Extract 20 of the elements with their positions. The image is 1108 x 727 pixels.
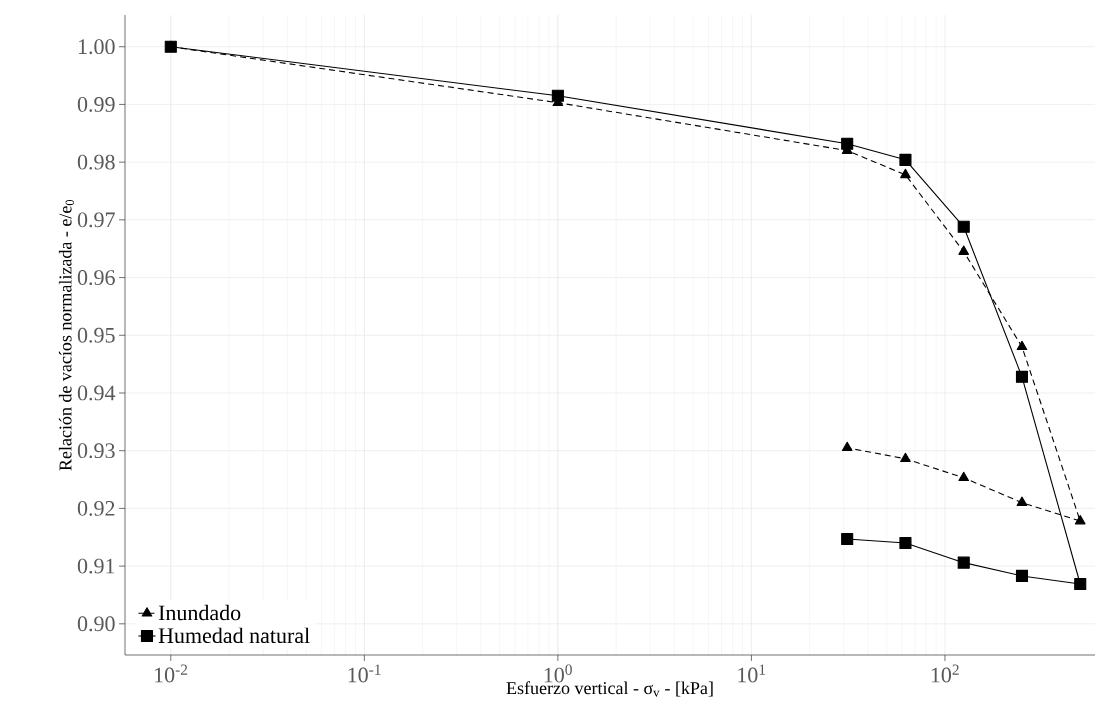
y-tick-label: 0.94: [77, 385, 116, 401]
y-tick-label: 0.98: [77, 154, 115, 170]
y-tick-label: 0.99: [77, 96, 115, 112]
y-tick-label: 0.96: [77, 270, 115, 286]
y-axis-title: Relación de vacíos normalizada - e/e$_{0}$: [58, 199, 75, 471]
y-tick-label: 0.97: [77, 212, 115, 228]
legend-label: Humedad natural: [158, 627, 310, 644]
x-axis-title: Esfuerzo vertical - σ$_{v}$ - [kPa]: [506, 681, 713, 697]
y-tick-label: 0.91: [77, 558, 115, 574]
x-tick-label: 10$^{-2}$: [155, 664, 188, 683]
x-tick-label: 10$^{-1}$: [348, 664, 381, 683]
y-tick-label: 0.95: [77, 327, 115, 343]
y-tick-label: 0.92: [77, 500, 115, 516]
x-tick-label: 10$^{1}$: [738, 664, 766, 683]
y-tick-label: 0.90: [77, 616, 115, 632]
x-tick-label: 10$^{0}$: [544, 664, 572, 683]
y-tick-label: 0.93: [77, 443, 115, 459]
legend-label: Inundado: [158, 604, 241, 621]
x-tick-label: 10$^{2}$: [931, 664, 959, 683]
y-tick-label: 1.00: [78, 39, 115, 55]
